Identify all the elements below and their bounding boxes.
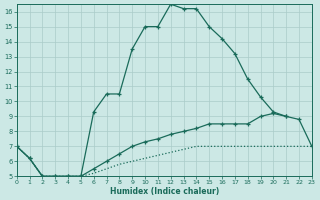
X-axis label: Humidex (Indice chaleur): Humidex (Indice chaleur)	[110, 187, 219, 196]
